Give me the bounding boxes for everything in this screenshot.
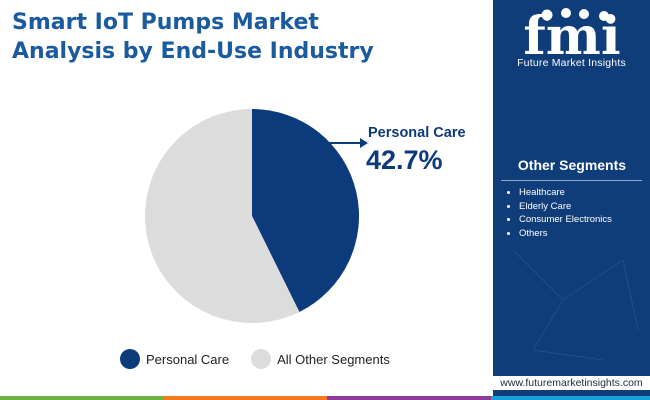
callout-label: Personal Care — [368, 125, 466, 141]
pie-slice-all-other-segments — [144, 109, 300, 323]
legend-swatch-personal-care — [120, 349, 140, 369]
footer-stripe-orange — [163, 396, 327, 400]
callout-value: 42.7% — [366, 145, 443, 175]
segment-item: Healthcare — [519, 186, 612, 200]
legend-label-all-other-segments: All Other Segments — [277, 351, 390, 367]
legend-item-personal-care: Personal Care — [120, 349, 229, 369]
segments-divider — [501, 180, 642, 181]
pie-slices — [144, 109, 359, 323]
footer-stripe-blue — [491, 396, 650, 400]
legend-item-all-other-segments: All Other Segments — [251, 349, 390, 369]
decorative-network-icon — [512, 249, 639, 361]
legend-label-personal-care: Personal Care — [146, 351, 230, 367]
segments-list: Healthcare Elderly Care Consumer Electro… — [493, 186, 612, 240]
fmi-logo-icon: fmi — [523, 6, 620, 58]
page-title: Smart IoT Pumps Market Analysis by End-U… — [12, 8, 482, 66]
footer-stripe-purple — [327, 396, 491, 400]
title-line-1: Smart IoT Pumps Market — [12, 10, 319, 35]
footer-stripe-green — [0, 396, 163, 400]
sidebar-panel: fmi Future Market Insights Other Segment… — [493, 0, 650, 400]
callout: Personal Care 42.7% — [328, 125, 466, 175]
segment-item: Elderly Care — [519, 200, 612, 214]
segment-item: Consumer Electronics — [519, 213, 612, 227]
title-line-2: Analysis by End-Use Industry — [12, 39, 374, 64]
footer-url: www.futuremarketinsights.com — [493, 376, 650, 390]
pie-chart: Personal Care 42.7% — [144, 109, 466, 323]
brand-logo: fmi Future Market Insights — [493, 0, 650, 80]
brand-name: Future Market Insights — [517, 57, 626, 69]
segment-item: Others — [519, 227, 612, 241]
callout-arrow-icon — [360, 138, 368, 148]
other-segments-title: Other Segments — [517, 157, 627, 173]
legend-swatch-all-other-segments — [251, 349, 272, 369]
pie-slice-personal-care — [252, 109, 359, 312]
chart-legend: Personal Care All Other Segments — [120, 348, 390, 370]
